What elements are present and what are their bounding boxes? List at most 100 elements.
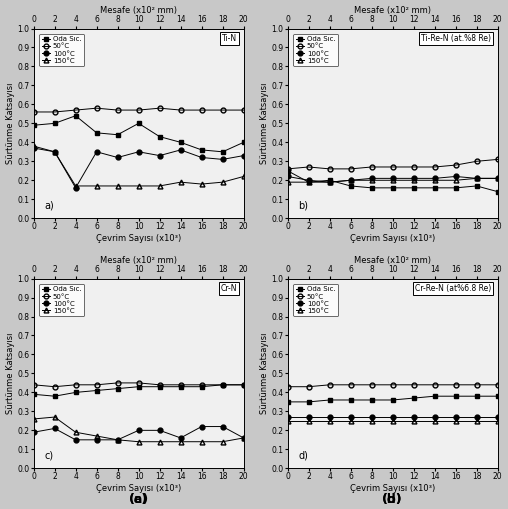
100°C [219, 156, 226, 162]
Line: 100°C: 100°C [31, 146, 246, 190]
150°C [73, 429, 79, 435]
100°C [199, 154, 205, 160]
Line: 100°C: 100°C [285, 174, 500, 185]
50°C [52, 384, 58, 390]
50°C [432, 382, 438, 388]
Line: Oda Sıc.: Oda Sıc. [31, 382, 246, 399]
100°C [347, 177, 354, 183]
100°C [73, 437, 79, 443]
X-axis label: Mesafe (x10² mm): Mesafe (x10² mm) [354, 6, 431, 15]
50°C [219, 382, 226, 388]
100°C [327, 414, 333, 420]
Text: (b): (b) [383, 493, 403, 506]
100°C [410, 175, 417, 181]
50°C [115, 380, 121, 386]
Y-axis label: Sürtünme Katsayısı: Sürtünme Katsayısı [260, 82, 269, 164]
50°C [284, 166, 291, 172]
150°C [73, 183, 79, 189]
50°C [52, 109, 58, 115]
50°C [327, 382, 333, 388]
150°C [199, 181, 205, 187]
50°C [473, 382, 480, 388]
150°C [306, 418, 312, 424]
100°C [136, 149, 142, 155]
50°C [178, 382, 184, 388]
X-axis label: Çevrim Sayısı (x10³): Çevrim Sayısı (x10³) [350, 484, 435, 493]
Text: a): a) [44, 201, 54, 211]
X-axis label: Mesafe (x10² mm): Mesafe (x10² mm) [354, 256, 431, 265]
50°C [390, 164, 396, 170]
Y-axis label: Sürtünme Katsayısı: Sürtünme Katsayısı [6, 333, 15, 414]
150°C [390, 418, 396, 424]
100°C [136, 427, 142, 433]
Oda Sıc. [115, 132, 121, 138]
Oda Sıc. [52, 393, 58, 399]
100°C [453, 174, 459, 180]
150°C [284, 418, 291, 424]
150°C [453, 177, 459, 183]
50°C [199, 107, 205, 113]
100°C [219, 423, 226, 430]
150°C [432, 177, 438, 183]
150°C [284, 179, 291, 185]
Line: 50°C: 50°C [31, 106, 246, 115]
150°C [369, 177, 375, 183]
150°C [115, 437, 121, 443]
Oda Sıc. [432, 393, 438, 399]
100°C [52, 426, 58, 432]
100°C [473, 414, 480, 420]
Oda Sıc. [473, 183, 480, 189]
150°C [136, 183, 142, 189]
Oda Sıc. [432, 185, 438, 191]
100°C [115, 154, 121, 160]
Text: Ti-N: Ti-N [222, 34, 237, 43]
150°C [219, 439, 226, 445]
Oda Sıc. [410, 395, 417, 401]
Oda Sıc. [473, 393, 480, 399]
100°C [347, 414, 354, 420]
100°C [432, 414, 438, 420]
50°C [156, 382, 163, 388]
50°C [327, 166, 333, 172]
50°C [30, 382, 37, 388]
Oda Sıc. [347, 183, 354, 189]
Oda Sıc. [410, 185, 417, 191]
X-axis label: Çevrim Sayısı (x10³): Çevrim Sayısı (x10³) [96, 484, 181, 493]
Line: Oda Sıc.: Oda Sıc. [31, 114, 246, 154]
Oda Sıc. [453, 393, 459, 399]
150°C [156, 439, 163, 445]
50°C [284, 384, 291, 390]
Oda Sıc. [390, 185, 396, 191]
150°C [347, 177, 354, 183]
50°C [369, 382, 375, 388]
50°C [306, 164, 312, 170]
150°C [495, 418, 501, 424]
Line: Oda Sıc.: Oda Sıc. [285, 394, 500, 404]
100°C [178, 147, 184, 153]
50°C [136, 107, 142, 113]
150°C [327, 418, 333, 424]
50°C [219, 107, 226, 113]
50°C [73, 382, 79, 388]
Text: (c): (c) [129, 493, 148, 506]
100°C [453, 414, 459, 420]
150°C [347, 418, 354, 424]
100°C [410, 414, 417, 420]
50°C [199, 382, 205, 388]
50°C [136, 380, 142, 386]
100°C [52, 149, 58, 155]
150°C [369, 418, 375, 424]
50°C [432, 164, 438, 170]
50°C [73, 107, 79, 113]
150°C [410, 418, 417, 424]
150°C [432, 418, 438, 424]
150°C [93, 433, 100, 439]
100°C [432, 175, 438, 181]
100°C [178, 435, 184, 441]
150°C [115, 183, 121, 189]
X-axis label: Çevrim Sayısı (x10³): Çevrim Sayısı (x10³) [96, 234, 181, 243]
100°C [93, 149, 100, 155]
150°C [93, 183, 100, 189]
Oda Sıc. [136, 120, 142, 126]
150°C [327, 179, 333, 185]
